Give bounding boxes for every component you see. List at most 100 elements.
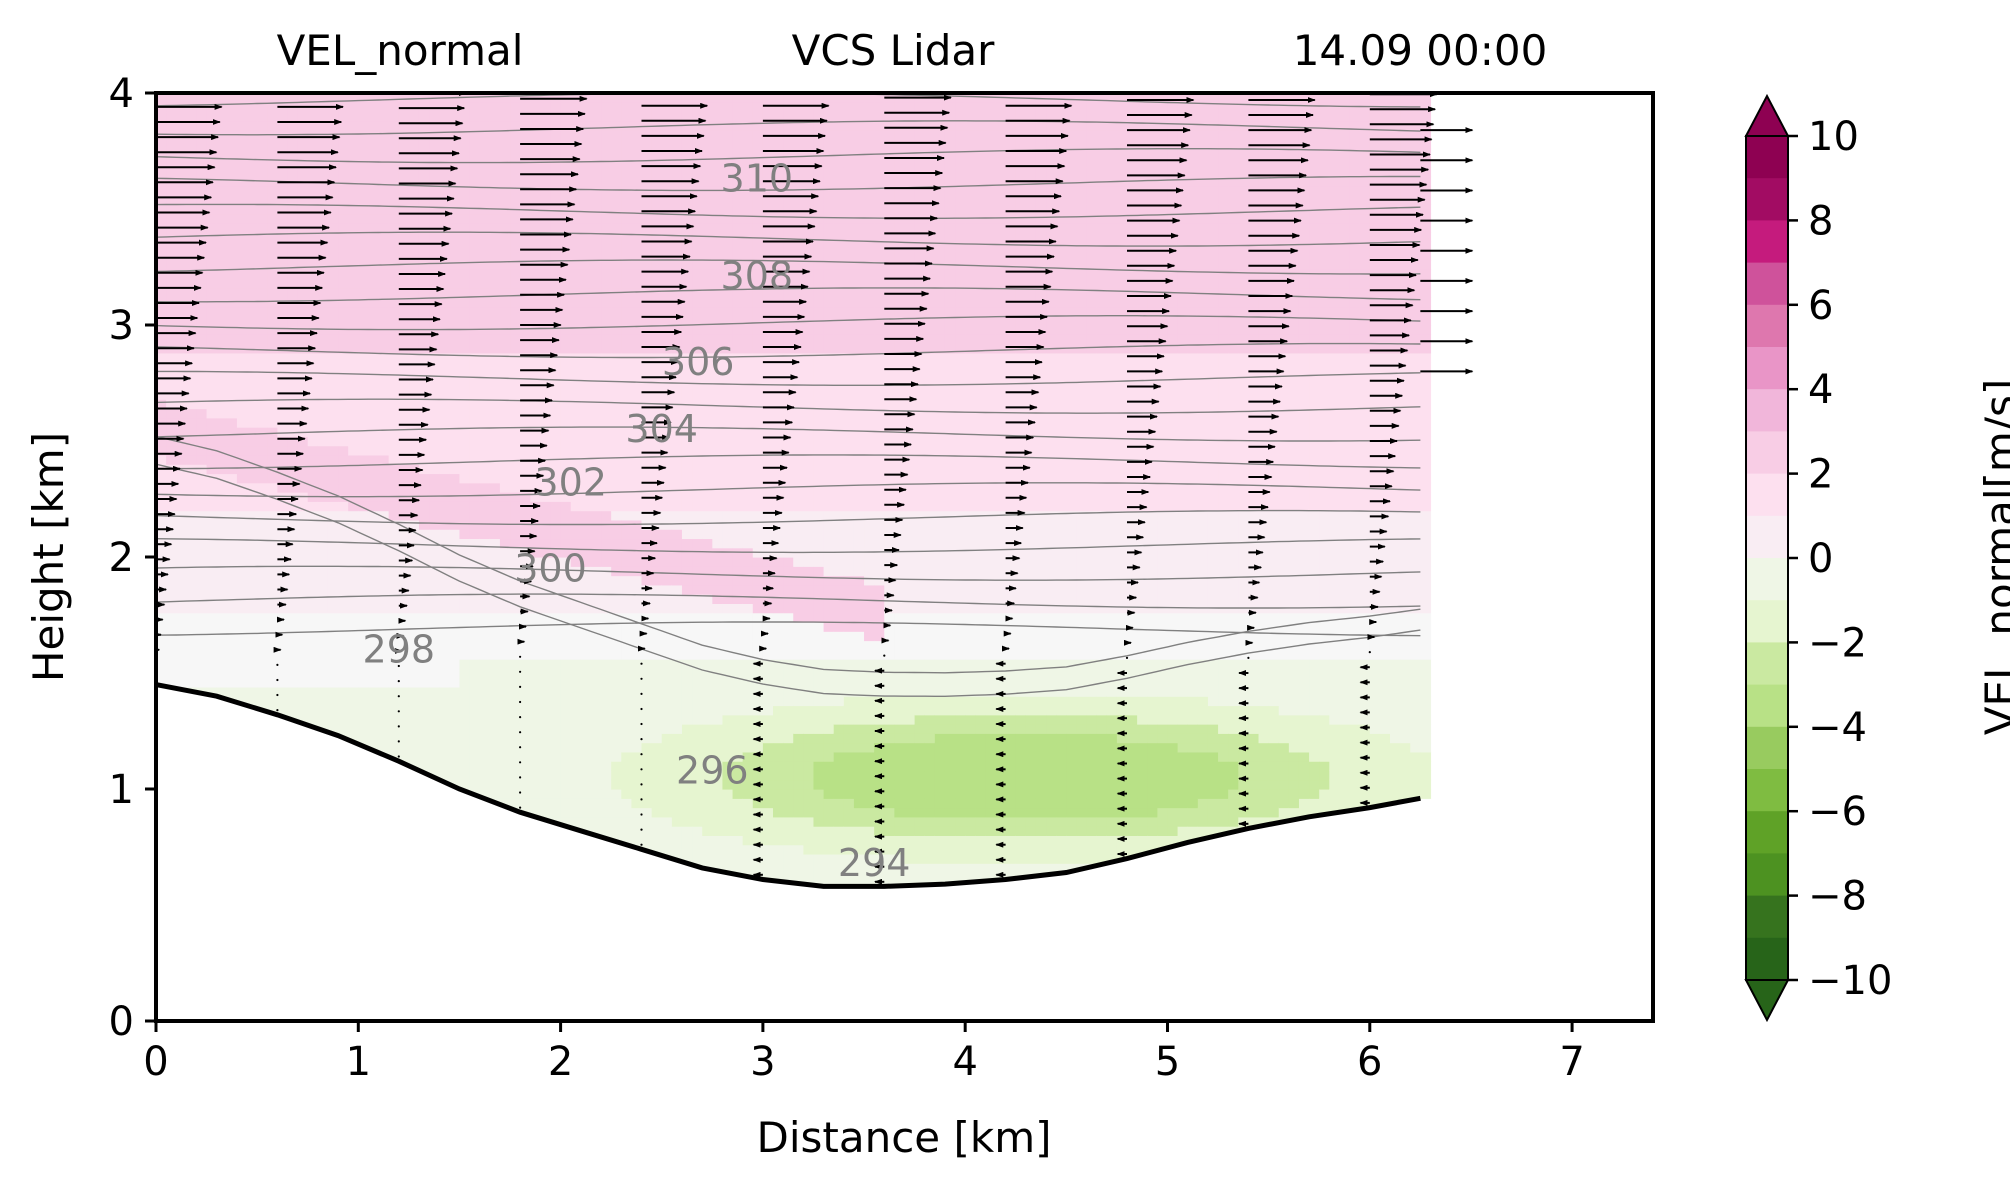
field-cell [287,482,299,493]
field-cell [752,668,764,679]
field-cell [186,111,198,122]
field-cell [742,863,754,874]
field-cell [287,621,299,632]
field-cell [520,232,531,243]
field-cell [611,250,622,261]
field-cell [247,93,258,103]
field-cell [611,538,622,549]
field-cell [540,204,552,215]
field-cell [702,853,713,864]
field-cell [388,278,400,289]
field-cell [621,686,632,697]
field-cell [348,222,359,233]
field-cell [196,148,208,159]
field-cell [449,269,461,280]
field-cell [611,334,622,345]
field-cell [671,659,683,669]
field-cell [398,93,410,103]
field-cell [732,510,744,521]
field-cell [317,696,329,707]
field-cell [681,287,693,298]
field-cell [378,343,390,354]
field-cell [621,547,632,558]
field-cell [408,278,420,289]
field-cell [196,241,208,252]
field-cell [317,677,329,688]
field-cell [166,362,177,372]
field-cell [348,167,359,178]
field-cell [186,120,198,131]
field-cell [742,557,754,567]
field-cell [267,603,278,614]
field-cell [398,612,410,623]
field-cell [692,427,703,437]
field-cell [651,454,663,465]
field-cell [702,640,713,651]
field-cell [378,427,390,437]
field-cell [307,352,319,363]
field-cell [560,584,572,595]
field-cell [216,334,228,345]
field-cell [429,306,440,317]
field-cell [621,120,632,131]
field-cell [641,139,653,150]
field-cell [267,148,278,159]
field-cell [813,742,825,753]
field-cell [641,334,653,345]
field-cell [267,575,278,586]
field-cell [459,594,471,604]
field-cell [601,826,612,836]
field-cell [267,427,278,437]
field-cell [793,519,804,530]
field-cell [459,343,471,354]
field-cell [156,594,167,604]
field-cell [287,677,299,688]
field-cell [702,213,713,224]
field-cell [722,724,734,734]
field-cell [762,454,774,465]
field-cell [166,557,177,567]
field-cell [287,352,299,363]
field-cell [479,510,491,521]
field-cell [439,482,450,493]
field-cell [469,213,481,224]
field-cell [156,575,167,586]
field-cell [661,584,673,595]
field-cell [186,306,198,317]
field-cell [560,417,572,428]
field-cell [277,594,289,604]
field-cell [216,538,228,549]
field-cell [297,157,309,168]
field-cell [540,111,552,122]
field-cell [580,724,592,734]
field-cell [752,195,764,205]
field-cell [479,260,491,270]
field-cell [520,306,531,317]
field-cell [459,167,471,178]
field-cell [166,621,177,632]
field-cell [348,557,359,567]
field-cell [560,130,572,140]
field-cell [307,566,319,577]
field-cell [449,668,461,679]
field-cell [388,445,400,456]
field-cell [590,157,602,168]
field-cell [651,464,663,475]
field-cell [186,473,198,484]
field-cell [186,538,198,549]
field-cell [803,389,815,400]
field-cell [206,222,218,233]
field-cell [560,148,572,159]
field-cell [297,566,309,577]
field-cell [378,157,390,168]
field-cell [621,389,632,400]
field-cell [570,510,582,521]
field-cell [530,714,541,725]
field-cell [510,445,521,456]
field-cell [742,789,754,799]
field-cell [216,473,228,484]
field-cell [226,250,238,261]
field-cell [712,844,724,855]
field-cell [611,427,622,437]
field-cell [307,399,319,410]
